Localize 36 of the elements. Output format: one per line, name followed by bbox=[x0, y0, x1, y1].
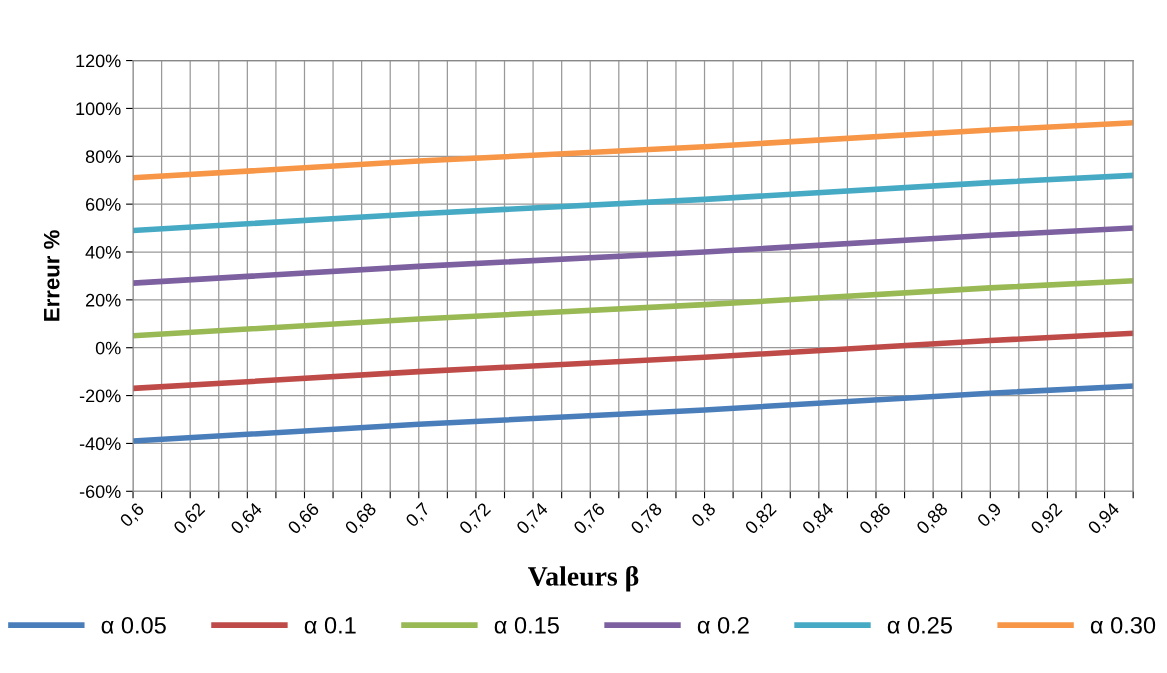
x-tick-label: 0,66 bbox=[286, 501, 322, 537]
x-tick-label: 0,76 bbox=[572, 501, 608, 537]
x-tick-label: 0,84 bbox=[801, 501, 836, 537]
x-tick-label: 0,7 bbox=[404, 501, 432, 530]
x-tick-label: 0,64 bbox=[229, 501, 265, 537]
x-tick-label: 0,8 bbox=[690, 501, 718, 530]
y-tick-label: -60% bbox=[79, 485, 121, 499]
x-tick-label: 0,78 bbox=[629, 501, 665, 537]
x-tick-label: 0,86 bbox=[858, 501, 893, 537]
x-tick-label: 0,82 bbox=[744, 501, 779, 537]
x-tick-label: 0,74 bbox=[515, 501, 551, 537]
y-tick-label: 20% bbox=[86, 293, 121, 307]
legend-label: α 0.1 bbox=[304, 616, 356, 634]
y-axis-title: Erreur % bbox=[43, 230, 60, 321]
legend-label: α 0.2 bbox=[697, 616, 749, 634]
legend-label: α 0.15 bbox=[494, 616, 559, 634]
legend-label: α 0.30 bbox=[1090, 616, 1156, 634]
legend-label: α 0.25 bbox=[887, 616, 952, 634]
x-axis-title: Valeurs β bbox=[528, 565, 639, 592]
x-tick-label: 0,62 bbox=[172, 501, 207, 537]
x-tick-label: 0,94 bbox=[1087, 501, 1122, 537]
y-tick-label: 60% bbox=[86, 198, 121, 211]
legend-label: α 0.05 bbox=[101, 616, 166, 634]
y-tick-label: 0% bbox=[95, 341, 121, 355]
y-tick-label: 120% bbox=[76, 54, 121, 68]
y-tick-label: 80% bbox=[85, 150, 121, 164]
x-tick-label: 0,9 bbox=[976, 501, 1004, 530]
y-tick-label: -40% bbox=[79, 437, 121, 451]
x-tick-label: 0,6 bbox=[119, 501, 147, 530]
y-tick-label: 100% bbox=[76, 102, 121, 116]
x-tick-label: 0,88 bbox=[915, 501, 950, 537]
x-tick-label: 0,68 bbox=[344, 501, 379, 537]
x-tick-label: 0,72 bbox=[458, 501, 493, 537]
x-tick-label: 0,92 bbox=[1029, 501, 1065, 537]
y-tick-label: -20% bbox=[79, 389, 121, 403]
y-tick-label: 40% bbox=[85, 245, 121, 259]
